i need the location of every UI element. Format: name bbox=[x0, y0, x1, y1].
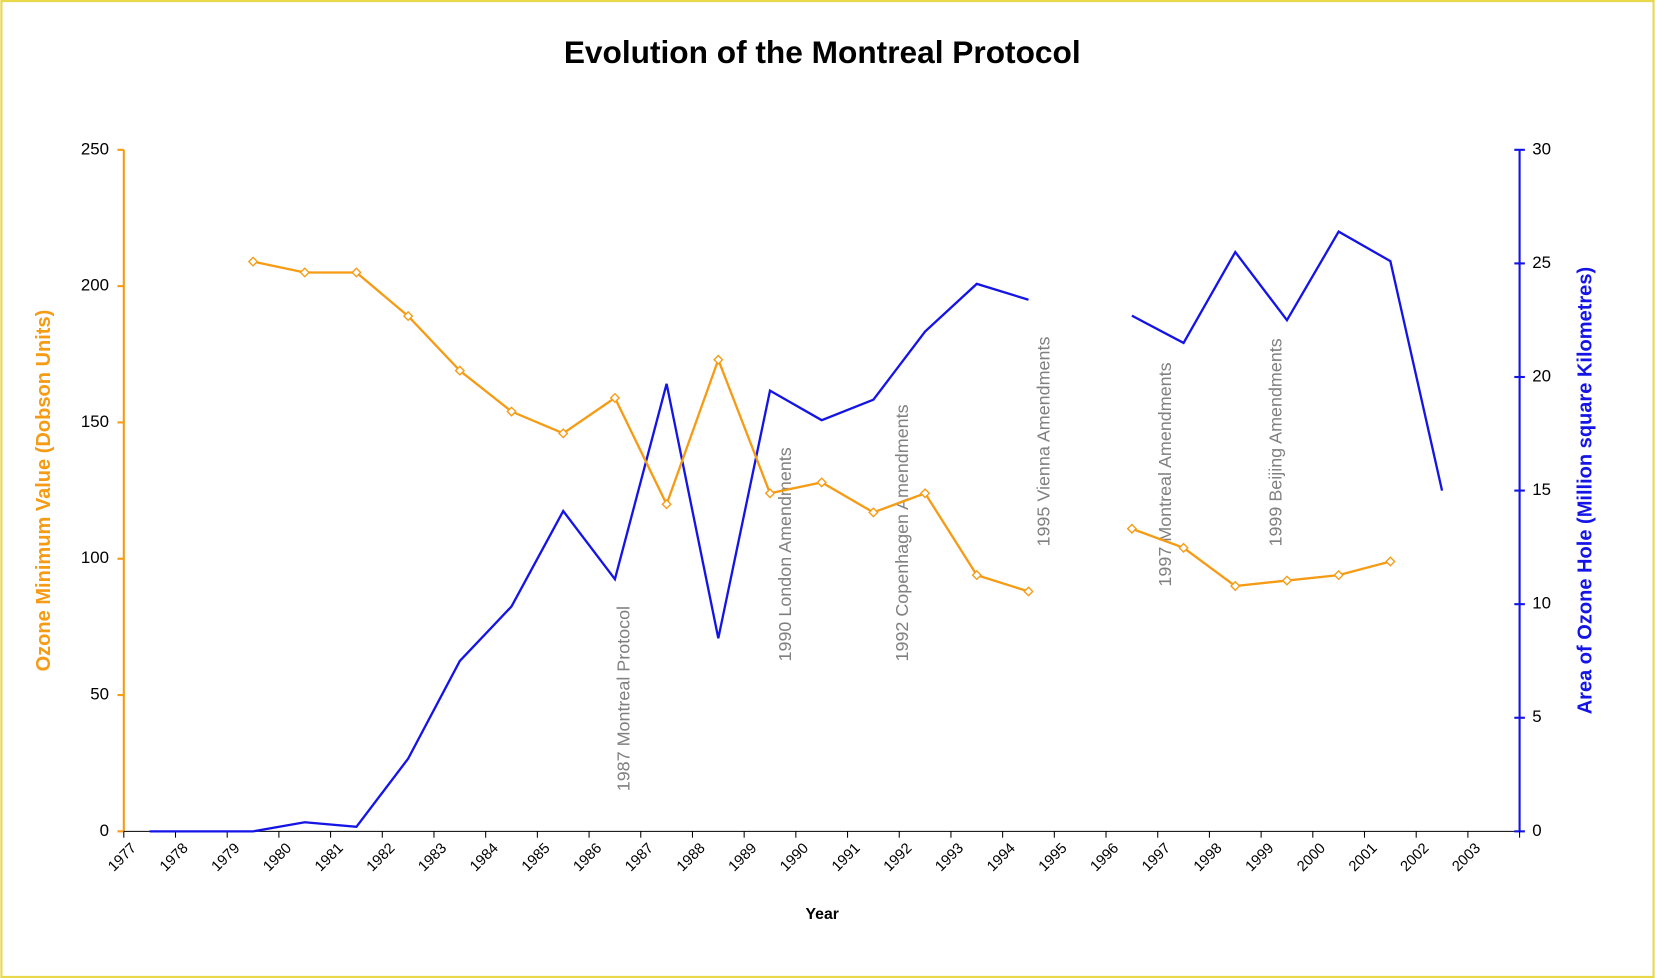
annotation: 1987 Montreal Protocol bbox=[614, 606, 634, 791]
data-point bbox=[764, 488, 776, 499]
x-axis-label: Year bbox=[806, 906, 839, 923]
y2-tick-label: 15 bbox=[1532, 480, 1551, 499]
annotation: 1990 London Amendments bbox=[775, 447, 795, 661]
y2-tick-label: 0 bbox=[1532, 821, 1541, 840]
y2-tick-label: 5 bbox=[1532, 707, 1541, 726]
chart-title: Evolution of the Montreal Protocol bbox=[564, 34, 1081, 70]
y2-tick-label: 25 bbox=[1532, 253, 1551, 272]
annotation: 1995 Vienna Amendments bbox=[1034, 337, 1054, 547]
y-tick-label: 0 bbox=[100, 821, 109, 840]
y-tick-label: 250 bbox=[81, 139, 109, 158]
data-point bbox=[351, 267, 362, 278]
data-point bbox=[506, 406, 517, 417]
data-point bbox=[1333, 569, 1344, 581]
data-point bbox=[1023, 586, 1034, 597]
data-point bbox=[299, 267, 310, 278]
data-point bbox=[713, 354, 724, 365]
y-axis-label: Ozone Minimum Value (Dobson Units) bbox=[33, 310, 55, 672]
series-line bbox=[149, 282, 1029, 833]
data-point bbox=[1178, 542, 1189, 554]
data-point bbox=[1385, 556, 1396, 567]
annotation: 1997 Montreal Amendments bbox=[1155, 362, 1175, 586]
data-point bbox=[661, 499, 672, 510]
data-point bbox=[1230, 580, 1241, 592]
y-tick-label: 150 bbox=[81, 412, 109, 431]
series-line bbox=[252, 260, 1029, 593]
y-tick-label: 200 bbox=[81, 276, 109, 295]
data-point bbox=[402, 310, 414, 322]
series-line bbox=[1131, 230, 1444, 491]
y2-tick-label: 20 bbox=[1532, 366, 1551, 385]
data-point bbox=[816, 477, 827, 488]
annotation: 1992 Copenhagen Amendments bbox=[892, 404, 912, 661]
data-point bbox=[609, 392, 621, 404]
y-tick-label: 50 bbox=[90, 684, 109, 703]
data-point bbox=[1281, 575, 1293, 586]
annotation: 1999 Beijing Amendments bbox=[1266, 338, 1286, 546]
y2-axis-label: Area of Ozone Hole (Million square Kilom… bbox=[1574, 267, 1596, 714]
data-point bbox=[247, 256, 259, 267]
y-tick-label: 100 bbox=[81, 548, 109, 567]
series-line bbox=[1131, 527, 1391, 588]
data-point bbox=[919, 488, 931, 499]
data-point bbox=[868, 507, 879, 518]
data-point bbox=[558, 428, 569, 439]
data-point bbox=[971, 569, 982, 581]
data-point bbox=[454, 365, 466, 376]
data-point bbox=[1126, 523, 1138, 534]
y2-tick-label: 10 bbox=[1532, 594, 1551, 613]
y2-tick-label: 30 bbox=[1532, 139, 1551, 158]
